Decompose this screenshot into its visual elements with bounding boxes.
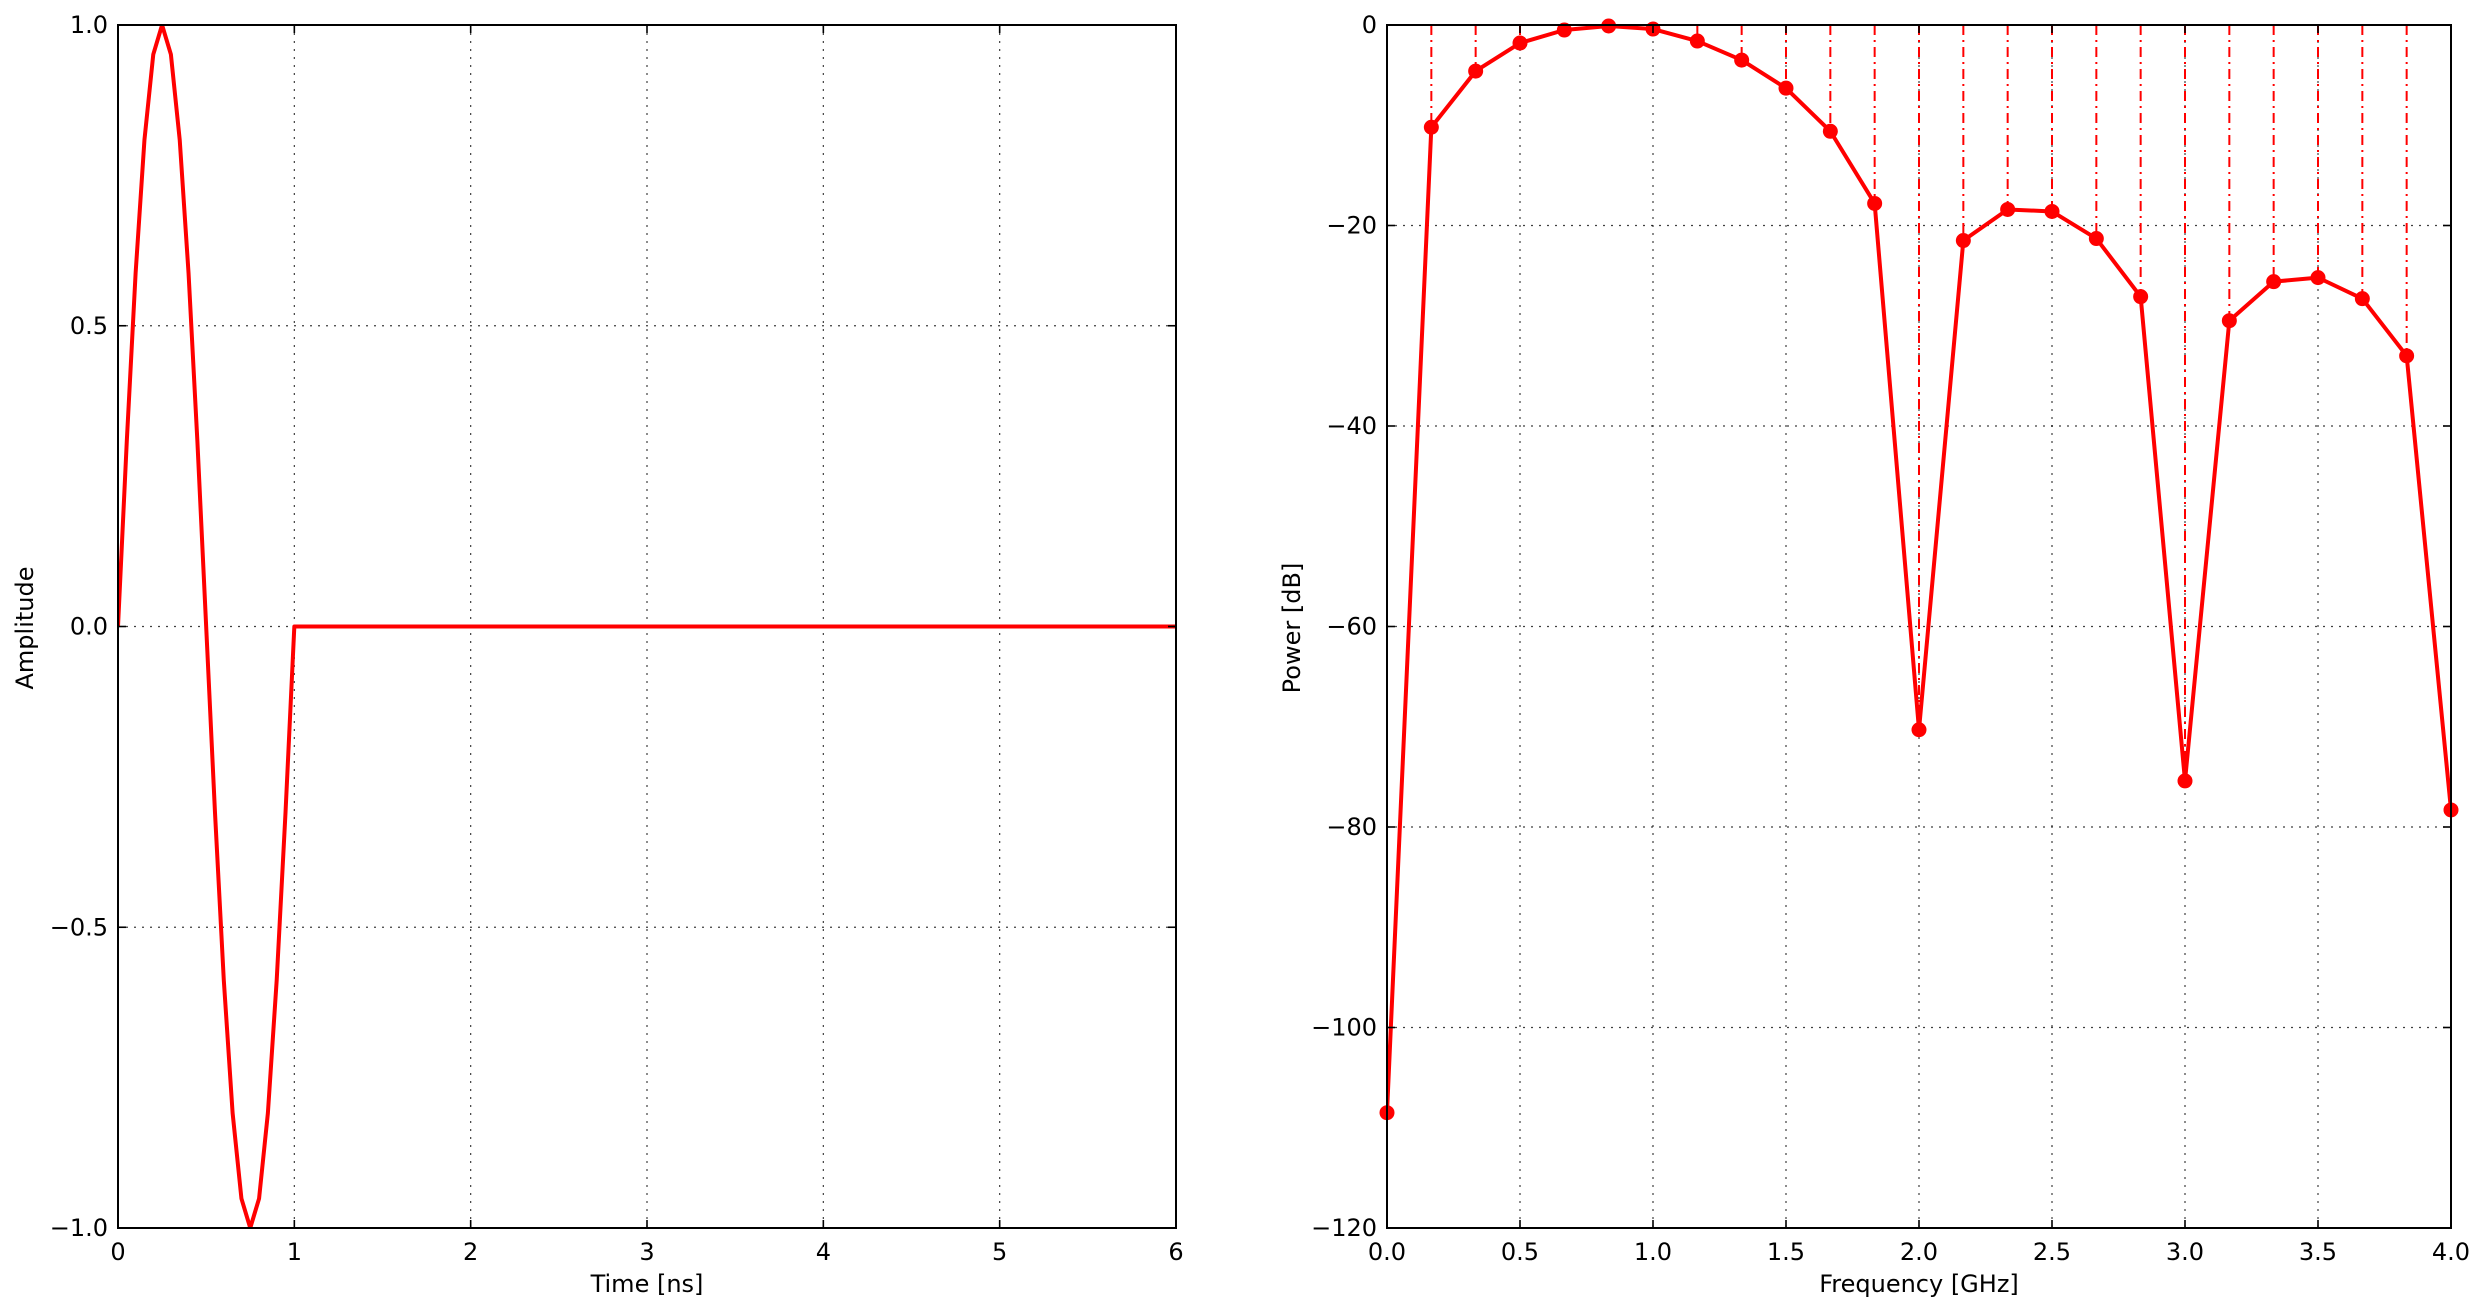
spectrum-y-tick-labels: 0 −20 −40 −60 −80 −100 −120 xyxy=(1311,11,1377,1242)
spectrum-x-tick-labels: 0.0 0.5 1.0 1.5 2.0 2.5 3.0 3.5 4.0 xyxy=(1368,1238,2470,1266)
time-x-axis-label: Time [ns] xyxy=(590,1270,704,1298)
spectrum-y-tick-label: −20 xyxy=(1326,212,1377,240)
time-x-tick-label: 1 xyxy=(287,1238,302,1266)
spectrum-data-point xyxy=(2266,274,2282,290)
spectrum-y-tick-label: −60 xyxy=(1326,613,1377,641)
spectrum-x-tick-label: 4.0 xyxy=(2432,1238,2470,1266)
spectrum-markers xyxy=(1379,18,2459,1121)
spectrum-y-tick-label: −120 xyxy=(1311,1214,1377,1242)
spectrum-data-point xyxy=(1601,18,1617,34)
time-x-tick-label: 4 xyxy=(816,1238,831,1266)
time-x-tick-label: 0 xyxy=(110,1238,125,1266)
spectrum-y-tick-label: −40 xyxy=(1326,412,1377,440)
time-y-tick-label: −0.5 xyxy=(50,913,108,941)
spectrum-data-point xyxy=(1778,80,1794,96)
spectrum-data-point xyxy=(1689,33,1705,49)
spectrum-y-axis-label: Power [dB] xyxy=(1278,563,1306,694)
spectrum-x-tick-label: 2.5 xyxy=(2033,1238,2071,1266)
time-x-tick-label: 3 xyxy=(639,1238,654,1266)
time-x-tick-label: 6 xyxy=(1168,1238,1183,1266)
spectrum-data-point xyxy=(1911,722,1927,738)
time-y-tick-label: 1.0 xyxy=(70,11,108,39)
time-series-layer xyxy=(117,24,1176,1229)
time-x-tick-label: 5 xyxy=(992,1238,1007,1266)
spectrum-x-axis-label: Frequency [GHz] xyxy=(1819,1270,2019,1298)
spectrum-data-point xyxy=(2044,203,2060,219)
spectrum-y-tick-label: −80 xyxy=(1326,813,1377,841)
time-x-tick-labels: 0 1 2 3 4 5 6 xyxy=(110,1238,1183,1266)
spectrum-data-point xyxy=(1423,119,1439,135)
spectrum-x-tick-label: 0.5 xyxy=(1501,1238,1539,1266)
time-tick-marks xyxy=(117,24,1177,1229)
spectrum-x-tick-label: 0.0 xyxy=(1368,1238,1406,1266)
spectrum-data-point xyxy=(2088,231,2104,247)
spectrum-data-point xyxy=(2000,201,2016,217)
spectrum-data-point xyxy=(2133,289,2149,305)
time-y-tick-label: 0.5 xyxy=(70,312,108,340)
spectrum-data-point xyxy=(1734,52,1750,68)
time-y-axis-label: Amplitude xyxy=(11,567,39,690)
spectrum-data-point xyxy=(2177,773,2193,789)
spectrum-x-tick-label: 3.5 xyxy=(2299,1238,2337,1266)
spectrum-data-point xyxy=(2310,270,2326,286)
time-y-tick-label: 0.0 xyxy=(70,613,108,641)
spectrum-y-tick-label: 0 xyxy=(1362,11,1377,39)
time-domain-plot: 0 1 2 3 4 5 6 −1.0 −0.5 0.0 0.5 1.0 Time [ns] Ampl… xyxy=(11,11,1184,1298)
spectrum-x-tick-label: 3.0 xyxy=(2166,1238,2204,1266)
spectrum-data-point xyxy=(1822,123,1838,139)
spectrum-x-tick-label: 2.0 xyxy=(1900,1238,1938,1266)
spectrum-data-point xyxy=(2221,313,2237,329)
spectrum-data-point xyxy=(1867,195,1883,211)
spectrum-y-tick-label: −100 xyxy=(1311,1014,1377,1042)
spectrum-data-point xyxy=(1468,63,1484,79)
spectrum-x-tick-label: 1.0 xyxy=(1634,1238,1672,1266)
spectrum-data-point xyxy=(1512,35,1528,51)
spectrum-data-point xyxy=(2354,291,2370,307)
time-x-tick-label: 2 xyxy=(463,1238,478,1266)
spectrum-data-point xyxy=(2399,348,2415,364)
time-series-line xyxy=(117,24,1176,1229)
time-y-tick-labels: −1.0 −0.5 0.0 0.5 1.0 xyxy=(50,11,108,1242)
time-y-tick-label: −1.0 xyxy=(50,1214,108,1242)
spectrum-data-point xyxy=(1955,233,1971,249)
power-spectrum-plot: 0.0 0.5 1.0 1.5 2.0 2.5 3.0 3.5 4.0 0 −20 −40 −60 −8… xyxy=(1278,11,2470,1298)
spectrum-tick-marks xyxy=(1386,24,2452,1229)
spectrum-data-point xyxy=(1556,22,1572,38)
spectrum-x-tick-label: 1.5 xyxy=(1767,1238,1805,1266)
